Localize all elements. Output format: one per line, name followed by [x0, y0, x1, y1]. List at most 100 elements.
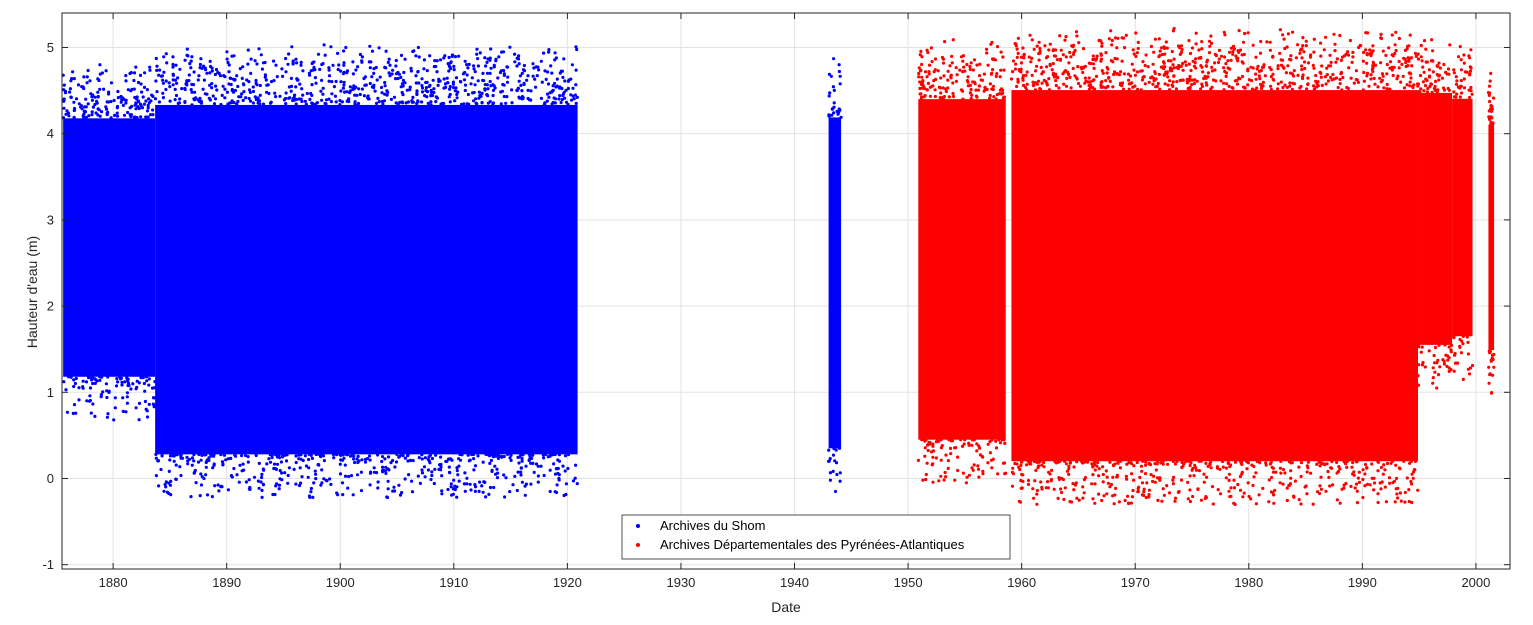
data-point — [1459, 351, 1463, 355]
data-point — [147, 377, 151, 381]
data-point — [119, 95, 123, 99]
data-point — [1127, 78, 1131, 82]
data-point — [424, 80, 428, 85]
data-point — [299, 481, 303, 485]
data-point — [465, 482, 469, 486]
data-point — [1238, 459, 1242, 463]
data-point — [1393, 500, 1397, 504]
data-point — [453, 55, 457, 59]
data-point — [1120, 59, 1124, 63]
data-point — [1032, 496, 1036, 500]
data-point — [1349, 76, 1353, 80]
data-point — [355, 473, 360, 477]
data-point — [1080, 459, 1084, 463]
data-point — [363, 457, 368, 461]
data-point — [1368, 48, 1372, 52]
data-point — [1387, 46, 1391, 50]
data-point — [564, 492, 568, 497]
data-point — [314, 477, 318, 481]
data-point — [190, 90, 194, 94]
data-point — [428, 83, 432, 87]
data-point — [522, 63, 527, 68]
data-point — [1357, 45, 1361, 50]
plot-frame — [61, 12, 1511, 570]
data-point — [1319, 462, 1324, 466]
data-point — [1029, 462, 1033, 466]
data-point — [1142, 490, 1146, 494]
data-point — [159, 467, 163, 472]
data-point — [1385, 62, 1389, 67]
data-point — [1055, 75, 1059, 79]
data-point — [1413, 459, 1418, 463]
data-point — [1456, 55, 1461, 59]
data-point — [1429, 59, 1433, 63]
data-point — [837, 63, 841, 67]
data-point — [1102, 494, 1106, 498]
data-point — [531, 74, 535, 78]
data-point — [85, 75, 89, 79]
data-point — [922, 95, 926, 99]
data-point — [1351, 461, 1355, 465]
data-point — [1096, 460, 1100, 465]
data-point — [446, 487, 450, 492]
data-point — [220, 485, 224, 489]
data-point — [532, 470, 536, 474]
data-point — [1304, 484, 1308, 488]
data-point — [1438, 365, 1442, 369]
data-point — [1281, 482, 1285, 486]
data-point — [299, 457, 303, 461]
data-point — [1181, 68, 1185, 72]
data-point — [287, 466, 291, 470]
data-point — [428, 453, 432, 457]
data-point — [1294, 56, 1298, 60]
data-point — [463, 489, 467, 493]
data-point — [1382, 86, 1386, 90]
data-point — [295, 78, 299, 82]
data-point — [219, 453, 223, 457]
data-point — [453, 484, 457, 488]
data-point — [1087, 87, 1091, 91]
data-point — [1172, 66, 1176, 70]
data-point — [509, 458, 513, 462]
data-point — [1361, 468, 1365, 472]
data-point — [529, 482, 533, 486]
data-point — [932, 79, 936, 83]
data-point — [146, 106, 150, 110]
data-point — [294, 460, 298, 465]
data-point — [1435, 64, 1439, 68]
data-point — [1081, 496, 1085, 500]
data-point — [135, 385, 139, 389]
data-point — [165, 61, 169, 65]
data-point — [368, 483, 372, 487]
data-point — [1187, 62, 1191, 66]
data-point — [1267, 478, 1271, 482]
data-point — [342, 70, 346, 74]
data-point — [1408, 80, 1412, 84]
data-point — [1158, 87, 1162, 91]
data-point — [125, 391, 129, 395]
data-point — [1126, 72, 1130, 76]
data-point — [515, 88, 519, 93]
data-point — [358, 92, 362, 97]
data-point — [539, 464, 543, 468]
data-point — [1197, 459, 1201, 463]
data-point — [62, 106, 66, 110]
data-point — [142, 85, 147, 89]
data-point — [1388, 481, 1392, 485]
data-point — [336, 67, 340, 72]
data-point — [1398, 491, 1402, 495]
data-point — [496, 76, 500, 80]
data-point — [1394, 48, 1398, 53]
data-point — [1184, 459, 1188, 463]
data-point — [1305, 87, 1309, 91]
data-point — [72, 378, 76, 382]
data-point — [831, 469, 835, 473]
data-point — [84, 116, 88, 120]
data-point — [272, 462, 277, 466]
data-point — [1051, 62, 1055, 66]
data-point — [1190, 82, 1194, 87]
data-point — [1135, 460, 1139, 465]
data-point-min — [833, 489, 838, 494]
data-point — [1042, 460, 1046, 465]
data-point — [88, 399, 92, 403]
